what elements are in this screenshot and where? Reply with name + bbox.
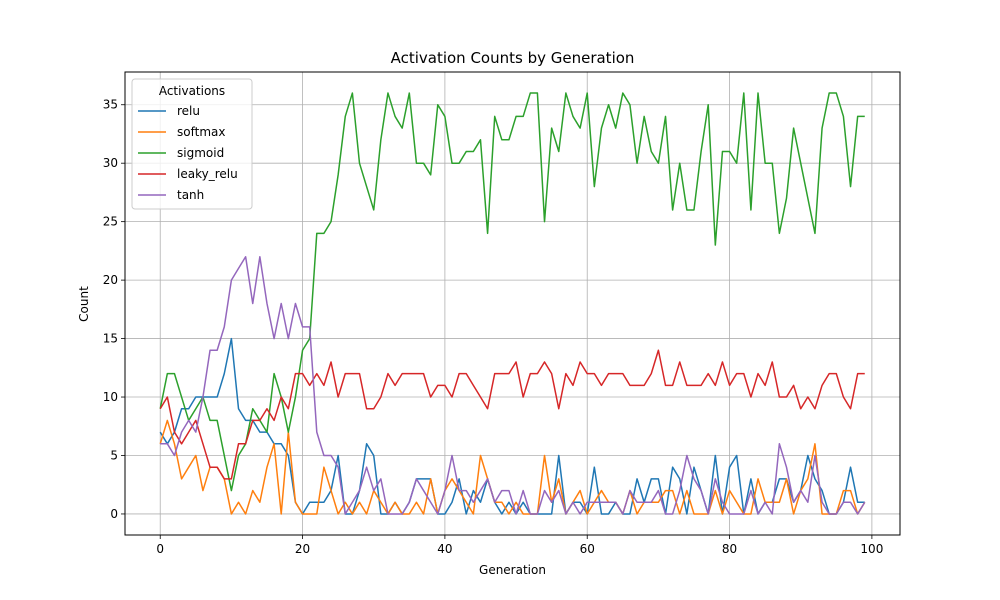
y-axis-ticks: 0 5 10 15 20 25 30 35	[103, 98, 125, 521]
legend-title: Activations	[159, 84, 225, 98]
series-line-softmax	[159, 419, 866, 515]
legend-label-sigmoid: sigmoid	[177, 146, 224, 160]
x-tick-label: 0	[156, 542, 164, 556]
y-tick-label: 15	[103, 332, 118, 346]
series-line-sigmoid	[159, 92, 865, 492]
x-tick-label: 100	[860, 542, 883, 556]
y-axis-label: Count	[77, 286, 91, 322]
legend-label-leaky-relu: leaky_relu	[177, 167, 238, 181]
x-tick-label: 40	[437, 542, 452, 556]
x-axis-ticks: 0 20 40 60 80 100	[156, 535, 883, 556]
y-tick-label: 5	[110, 448, 118, 462]
legend: Activations relu softmax sigmoid leaky_relu…	[131, 78, 253, 210]
chart-title: Activation Counts by Generation	[391, 49, 635, 67]
series-lines	[159, 92, 866, 515]
plot-frame	[124, 71, 901, 536]
x-tick-label: 80	[722, 542, 737, 556]
y-tick-label: 10	[103, 390, 118, 404]
series-line-tanh	[160, 255, 866, 515]
y-tick-label: 0	[110, 507, 118, 521]
grid	[125, 72, 900, 535]
y-tick-label: 25	[103, 215, 118, 229]
y-tick-label: 30	[103, 156, 118, 170]
y-tick-label: 35	[103, 98, 118, 112]
x-tick-label: 60	[580, 542, 595, 556]
legend-label-tanh: tanh	[177, 188, 204, 202]
legend-label-softmax: softmax	[177, 125, 225, 139]
x-axis-label: Generation	[479, 563, 546, 577]
y-tick-label: 20	[103, 273, 118, 287]
legend-label-relu: relu	[177, 104, 200, 118]
series-line-leaky-relu	[159, 349, 865, 480]
x-tick-label: 20	[295, 542, 310, 556]
